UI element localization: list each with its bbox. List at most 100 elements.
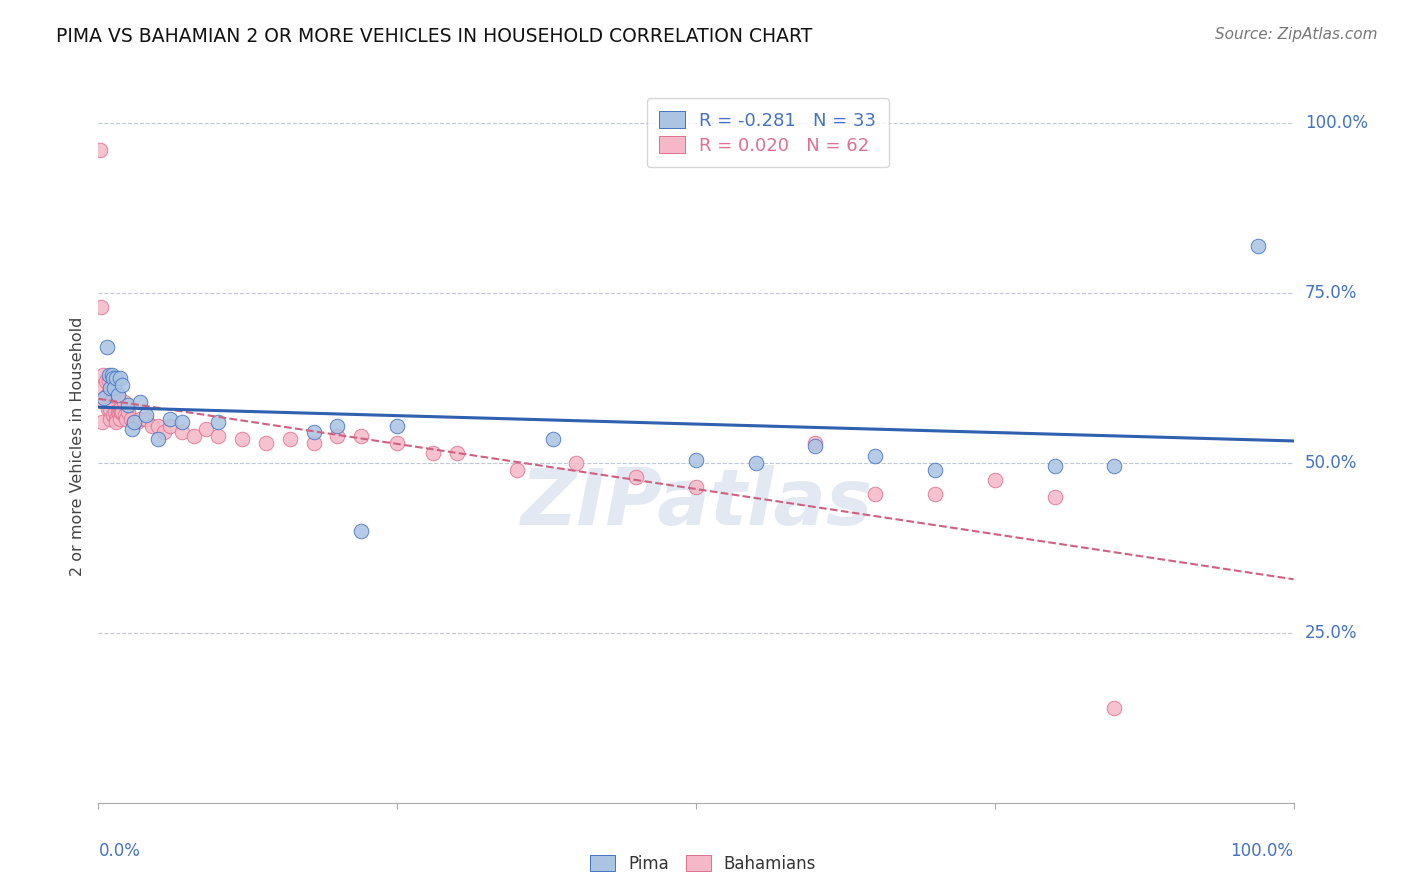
Point xyxy=(804,439,827,453)
Point xyxy=(1104,459,1126,474)
Point xyxy=(90,300,112,314)
Point xyxy=(207,415,229,429)
Point xyxy=(112,394,135,409)
Text: 75.0%: 75.0% xyxy=(1305,284,1357,302)
Point xyxy=(108,412,131,426)
Point xyxy=(195,422,218,436)
Point xyxy=(254,435,277,450)
Point xyxy=(91,381,114,395)
Text: 100.0%: 100.0% xyxy=(1230,842,1294,860)
Point xyxy=(984,473,1007,487)
Point xyxy=(89,144,111,158)
Point xyxy=(117,398,139,412)
Point xyxy=(506,463,529,477)
Point xyxy=(446,446,468,460)
Point xyxy=(108,371,131,385)
Point xyxy=(172,425,194,440)
Text: ZIPatlas: ZIPatlas xyxy=(520,465,872,541)
Point xyxy=(565,456,588,470)
Text: 0.0%: 0.0% xyxy=(98,842,141,860)
Point xyxy=(107,388,129,402)
Point xyxy=(685,452,707,467)
Point xyxy=(326,418,349,433)
Point xyxy=(924,463,946,477)
Point xyxy=(159,412,181,426)
Point xyxy=(105,412,128,426)
Point xyxy=(101,409,124,423)
Point xyxy=(745,456,768,470)
Point xyxy=(141,418,163,433)
Point xyxy=(302,435,325,450)
Point xyxy=(107,405,129,419)
Point xyxy=(98,381,122,395)
Legend: R = -0.281   N = 33, R = 0.020   N = 62: R = -0.281 N = 33, R = 0.020 N = 62 xyxy=(647,98,889,168)
Point xyxy=(105,371,128,385)
Point xyxy=(98,401,122,416)
Point xyxy=(1247,238,1270,252)
Point xyxy=(865,486,887,500)
Point xyxy=(98,412,122,426)
Point xyxy=(626,469,648,483)
Point xyxy=(231,432,253,446)
Point xyxy=(91,368,114,382)
Point xyxy=(101,371,124,385)
Point xyxy=(865,449,887,463)
Point xyxy=(96,388,118,402)
Text: 50.0%: 50.0% xyxy=(1305,454,1357,472)
Point xyxy=(93,392,115,406)
Point xyxy=(1043,459,1066,474)
Point xyxy=(153,425,176,440)
Point xyxy=(100,368,122,382)
Point xyxy=(924,486,946,500)
Text: PIMA VS BAHAMIAN 2 OR MORE VEHICLES IN HOUSEHOLD CORRELATION CHART: PIMA VS BAHAMIAN 2 OR MORE VEHICLES IN H… xyxy=(56,27,813,45)
Legend: Pima, Bahamians: Pima, Bahamians xyxy=(583,848,823,880)
Point xyxy=(278,432,301,446)
Point xyxy=(103,388,125,402)
Point xyxy=(125,415,148,429)
Point xyxy=(124,415,146,429)
Point xyxy=(120,412,142,426)
Point xyxy=(302,425,325,440)
Point xyxy=(105,415,128,429)
Point xyxy=(350,524,373,538)
Point xyxy=(100,388,122,402)
Point xyxy=(422,446,444,460)
Point xyxy=(117,405,139,419)
Point xyxy=(129,412,152,426)
Point xyxy=(129,394,152,409)
Text: 25.0%: 25.0% xyxy=(1305,624,1357,642)
Point xyxy=(385,435,409,450)
Point xyxy=(172,415,194,429)
Point xyxy=(98,375,121,389)
Point xyxy=(107,405,129,419)
Point xyxy=(135,412,157,426)
Point xyxy=(111,377,134,392)
Point xyxy=(114,409,136,423)
Point xyxy=(207,429,229,443)
Point xyxy=(385,418,409,433)
Point xyxy=(111,405,134,419)
Point xyxy=(124,415,146,429)
Text: Source: ZipAtlas.com: Source: ZipAtlas.com xyxy=(1215,27,1378,42)
Point xyxy=(96,341,118,355)
Point xyxy=(91,415,114,429)
Point xyxy=(98,368,121,382)
Point xyxy=(541,432,564,446)
Point xyxy=(159,418,181,433)
Point xyxy=(326,429,349,443)
Point xyxy=(121,422,143,436)
Point xyxy=(350,429,373,443)
Point xyxy=(101,388,124,402)
Point xyxy=(94,375,117,389)
Point xyxy=(97,401,120,416)
Point xyxy=(183,429,205,443)
Point xyxy=(804,435,827,450)
Point xyxy=(135,409,157,423)
Point xyxy=(110,405,132,419)
Point xyxy=(148,418,170,433)
Point xyxy=(104,405,127,419)
Point xyxy=(1043,490,1066,504)
Point xyxy=(148,432,170,446)
Point xyxy=(93,394,115,409)
Point xyxy=(103,381,125,395)
